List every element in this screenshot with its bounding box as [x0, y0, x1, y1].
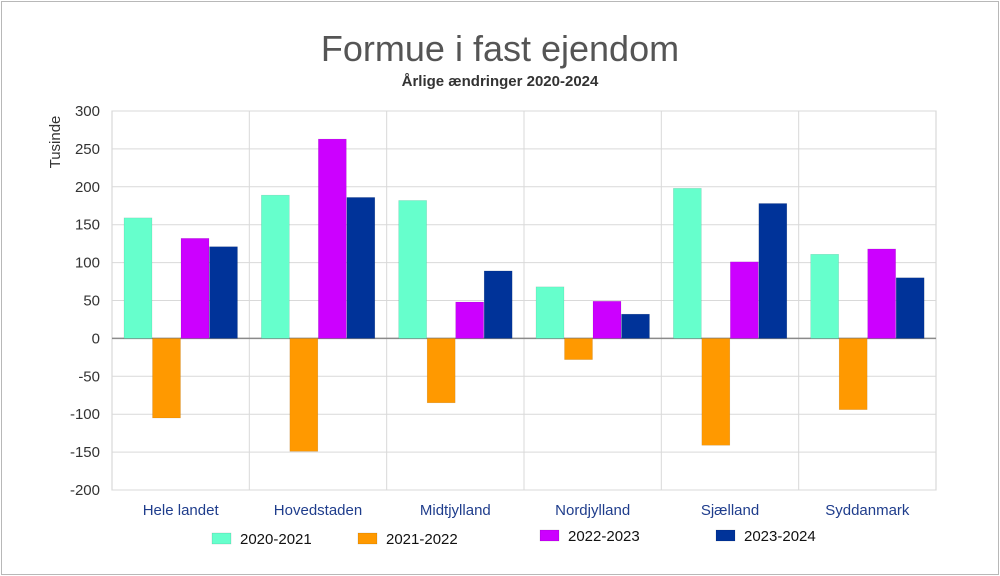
legend: 2020-2021 2021-2022 2022-2023 2023-2024: [211, 528, 816, 548]
legend-swatch: [357, 532, 378, 545]
chart-title: Formue i fast ejendom: [320, 28, 680, 69]
y-tick-label: 150: [75, 217, 100, 234]
bar: [152, 338, 181, 419]
bar: [592, 301, 622, 339]
bar: [261, 194, 290, 339]
legend-item: 2020-2021: [211, 531, 312, 548]
legend-label: 2020-2021: [240, 531, 312, 548]
y-tick-label: -100: [70, 406, 100, 423]
bar: [289, 338, 319, 452]
y-tick-label: 300: [75, 103, 100, 120]
y-tick-label: 0: [92, 330, 100, 347]
category-label: Midtjylland: [420, 502, 491, 519]
category-label: Hele landet: [143, 502, 220, 519]
y-tick-label: 250: [75, 141, 100, 158]
bar: [758, 203, 788, 339]
grid-lines: [111, 110, 937, 491]
category-label: Sjælland: [701, 502, 759, 519]
legend-item: 2022-2023: [539, 528, 640, 545]
legend-item: 2021-2022: [357, 531, 458, 548]
legend-label: 2022-2023: [568, 528, 640, 545]
bar: [426, 338, 456, 404]
bar: [318, 138, 347, 339]
bars: [123, 138, 925, 452]
legend-swatch: [539, 529, 560, 542]
bar: [483, 270, 513, 339]
y-tick-label: 200: [75, 179, 100, 196]
bar: [123, 217, 153, 339]
y-axis-label: Tusinde: [47, 116, 64, 169]
y-tick-label: -200: [70, 482, 100, 499]
bar: [701, 338, 731, 446]
bar: [895, 277, 925, 339]
y-tick-label: -150: [70, 444, 100, 461]
chart-subtitle: Årlige ændringer 2020-2024: [401, 73, 599, 90]
y-axis-ticks: 300 250 200 150 100 50 0 -50 -100 -150 -200: [70, 103, 100, 499]
category-label: Syddanmark: [825, 502, 910, 519]
category-label: Nordjylland: [555, 502, 630, 519]
legend-label: 2021-2022: [386, 531, 458, 548]
bar: [673, 188, 702, 339]
bar: [730, 261, 759, 339]
bar: [180, 238, 210, 339]
y-tick-label: 50: [83, 293, 100, 310]
bar: [535, 286, 565, 339]
y-tick-label: -50: [78, 368, 100, 385]
legend-label: 2023-2024: [744, 528, 816, 545]
bar: [564, 338, 593, 360]
bar: [621, 313, 650, 339]
y-tick-label: 100: [75, 255, 100, 272]
legend-swatch: [211, 532, 232, 545]
bar: [346, 197, 376, 339]
category-label: Hovedstaden: [274, 502, 362, 519]
bar: [838, 338, 868, 410]
bar: [810, 254, 839, 339]
bar: [867, 248, 896, 339]
bar: [398, 200, 427, 339]
bar: [455, 301, 484, 339]
legend-item: 2023-2024: [715, 528, 816, 545]
bar: [209, 246, 238, 339]
category-labels: Hele landet Hovedstaden Midtjylland Nordjyl…: [143, 502, 910, 519]
legend-swatch: [715, 529, 736, 542]
